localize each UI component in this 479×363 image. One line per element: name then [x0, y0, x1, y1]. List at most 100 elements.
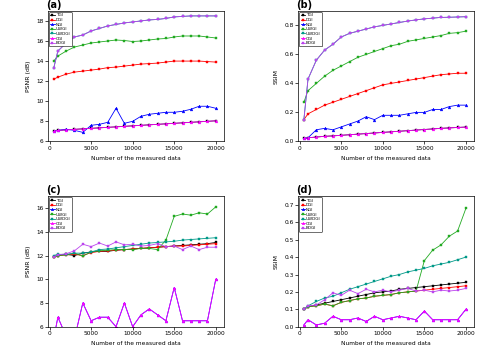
- UWGI: [113, 248, 119, 252]
- Legend: TGI, DGI, NGI, UWGI, UWDGI, CGI, BDGI: TGI, DGI, NGI, UWGI, UWDGI, CGI, BDGI: [49, 12, 72, 46]
- TGI: [180, 243, 185, 248]
- NGI: [51, 337, 57, 341]
- UWDGI: [463, 15, 469, 19]
- TGI: [322, 134, 328, 139]
- Line: UWGI: UWGI: [302, 30, 468, 103]
- CGI: [88, 319, 94, 323]
- UWDGI: [105, 247, 111, 251]
- CGI: [213, 277, 218, 281]
- UWGI: [355, 55, 361, 60]
- DGI: [388, 81, 394, 86]
- UWGI: [130, 248, 136, 252]
- Line: CGI: CGI: [52, 278, 217, 340]
- CGI: [305, 136, 311, 140]
- DGI: [405, 290, 411, 294]
- BDGI: [55, 253, 61, 257]
- TGI: [446, 282, 452, 286]
- DGI: [363, 296, 369, 300]
- DGI: [155, 245, 160, 249]
- UWGI: [430, 35, 435, 39]
- NGI: [113, 325, 119, 329]
- DGI: [113, 248, 119, 252]
- CGI: [322, 321, 328, 325]
- BDGI: [446, 15, 452, 20]
- CGI: [355, 132, 361, 136]
- DGI: [171, 244, 177, 248]
- CGI: [55, 315, 61, 319]
- NGI: [163, 319, 169, 323]
- CGI: [397, 129, 402, 134]
- DGI: [97, 67, 103, 71]
- UWDGI: [455, 15, 460, 19]
- UWGI: [405, 39, 411, 44]
- NGI: [363, 115, 369, 119]
- CGI: [413, 128, 419, 132]
- UWDGI: [322, 296, 328, 300]
- DGI: [455, 71, 460, 76]
- Line: CGI: CGI: [52, 119, 217, 133]
- NGI: [463, 307, 469, 311]
- TGI: [105, 249, 111, 253]
- UWDGI: [130, 20, 136, 24]
- BDGI: [305, 303, 311, 308]
- UWGI: [372, 294, 377, 298]
- DGI: [338, 300, 344, 305]
- TGI: [171, 244, 177, 248]
- TGI: [455, 125, 460, 130]
- UWGI: [97, 40, 103, 44]
- UWGI: [55, 54, 61, 58]
- BDGI: [97, 241, 103, 245]
- X-axis label: Number of the measured data: Number of the measured data: [341, 156, 431, 161]
- DGI: [322, 103, 328, 107]
- UWDGI: [430, 16, 435, 20]
- CGI: [463, 307, 469, 311]
- DGI: [55, 253, 61, 258]
- BDGI: [155, 241, 160, 246]
- NGI: [422, 309, 427, 313]
- DGI: [463, 71, 469, 76]
- UWDGI: [171, 239, 177, 244]
- UWDGI: [80, 33, 86, 37]
- DGI: [322, 302, 328, 306]
- UWDGI: [196, 14, 202, 18]
- UWGI: [438, 243, 444, 247]
- CGI: [330, 134, 336, 138]
- NGI: [105, 120, 111, 125]
- NGI: [363, 319, 369, 324]
- NGI: [55, 128, 61, 132]
- CGI: [422, 127, 427, 132]
- BDGI: [155, 17, 160, 22]
- DGI: [188, 243, 194, 248]
- UWDGI: [122, 244, 127, 249]
- UWGI: [163, 238, 169, 242]
- BDGI: [130, 242, 136, 246]
- NGI: [446, 318, 452, 322]
- BDGI: [338, 293, 344, 298]
- BDGI: [380, 23, 386, 28]
- X-axis label: Number of the measured data: Number of the measured data: [91, 156, 181, 161]
- TGI: [72, 253, 78, 258]
- DGI: [130, 247, 136, 251]
- NGI: [355, 316, 361, 320]
- TGI: [301, 136, 307, 141]
- CGI: [122, 301, 127, 305]
- TGI: [372, 131, 377, 135]
- UWGI: [213, 36, 218, 40]
- Text: (a): (a): [46, 0, 62, 9]
- Line: CGI: CGI: [302, 308, 468, 326]
- CGI: [180, 319, 185, 323]
- UWGI: [305, 89, 311, 93]
- DGI: [147, 246, 152, 250]
- TGI: [163, 244, 169, 249]
- CGI: [397, 314, 402, 318]
- TGI: [113, 125, 119, 129]
- TGI: [147, 123, 152, 127]
- UWDGI: [363, 282, 369, 286]
- TGI: [388, 289, 394, 293]
- TGI: [397, 287, 402, 291]
- CGI: [347, 132, 353, 137]
- CGI: [130, 325, 136, 329]
- UWGI: [180, 212, 185, 216]
- UWGI: [138, 39, 144, 43]
- Line: NGI: NGI: [302, 308, 468, 326]
